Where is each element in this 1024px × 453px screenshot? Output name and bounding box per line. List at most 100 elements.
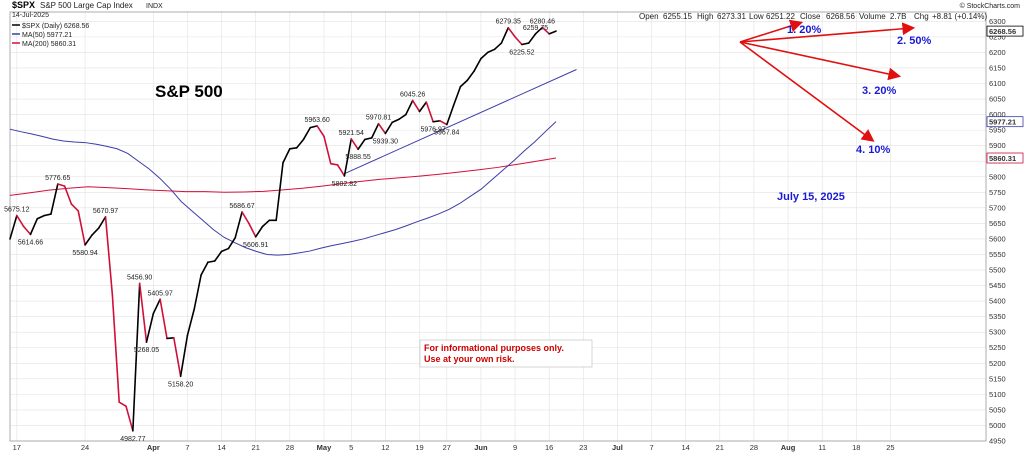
chart-title: S&P 500: [155, 82, 223, 101]
price-segment: [459, 79, 469, 88]
disclaimer-line-2: Use at your own risk.: [424, 354, 515, 364]
x-tick-label: 19: [415, 443, 423, 452]
disclaimer-background: [419, 339, 593, 368]
y-tick-label: 6200: [989, 48, 1006, 57]
chart-data-labels: 5675.12 5614.66 5776.65 5580.94 5670.97 4982.…: [4, 18, 555, 442]
legend-label-price: $SPX (Daily) 6268.56: [22, 23, 89, 30]
price-segment: [70, 203, 80, 212]
price-segment: [486, 48, 496, 54]
price-segment: [541, 26, 550, 35]
exchange-text: INDX: [146, 3, 163, 10]
target-label-1: 1. 20%: [787, 24, 821, 36]
data-label: 5456.90: [127, 274, 152, 281]
price-segment: [97, 216, 107, 229]
price-segment: [282, 147, 291, 164]
x-tick-label: 7: [649, 443, 653, 452]
price-segment: [248, 222, 257, 238]
x-tick-label: 16: [545, 443, 553, 452]
y-tick-label: 5000: [989, 421, 1006, 430]
price-segment: [111, 294, 121, 403]
date-note: July 15, 2025: [777, 191, 845, 203]
price-segment: [207, 260, 216, 264]
y-value-tag-box: [986, 116, 1024, 128]
price-segment: [227, 236, 237, 250]
y-tick-label: 5800: [989, 172, 1006, 181]
y-tick-label: 5400: [989, 297, 1006, 306]
y-tick-label: 6300: [989, 17, 1006, 26]
price-segment: [534, 26, 544, 35]
price-segment: [370, 122, 380, 139]
legend-label-ma200: MA(200) 5860.31: [22, 41, 76, 48]
y-axis: 4950 5000 5050 5100 5150 5200 5250 5300 5350 5400…: [986, 17, 1024, 446]
ma200-line: [9, 157, 557, 196]
price-segment: [63, 185, 73, 205]
price-segment: [329, 162, 339, 166]
price-segment: [36, 214, 45, 220]
x-tick-label: 21: [252, 443, 260, 452]
target-label-3: 3. 20%: [862, 85, 896, 97]
x-tick-label: 28: [750, 443, 758, 452]
price-segment: [350, 138, 359, 151]
price-segment: [200, 261, 209, 276]
price-segment: [22, 225, 32, 236]
price-segment: [336, 164, 346, 177]
ma50-line: [9, 121, 557, 256]
data-label: 5268.05: [134, 347, 159, 354]
price-segment: [91, 227, 100, 237]
price-segment: [507, 26, 516, 38]
chg-value: +8.81 (+0.14%): [932, 12, 987, 21]
data-label: 6225.52: [509, 49, 534, 56]
x-tick-label: Apr: [147, 443, 160, 452]
data-label: 5158.20: [168, 381, 193, 388]
price-segment: [432, 120, 441, 123]
price-segment: [29, 217, 39, 236]
x-tick-label: 25: [886, 443, 894, 452]
data-label: 5405.97: [147, 290, 172, 297]
legend-label-ma50: MA(50) 5977.21: [22, 32, 72, 39]
data-label: 5921.54: [339, 130, 364, 137]
open-label: Open: [639, 12, 659, 21]
price-segment: [234, 211, 243, 239]
watermark-text: © StockCharts.com: [960, 2, 1021, 10]
price-segment: [418, 101, 428, 113]
x-tick-label: Jul: [612, 443, 623, 452]
disclaimer-line-1: For informational purposes only.: [424, 343, 564, 353]
price-segment: [125, 405, 134, 432]
x-tick-label: Aug: [781, 443, 796, 452]
price-segment: [254, 225, 264, 238]
y-tick-label: 4950: [989, 437, 1006, 446]
y-tick-label: 5500: [989, 266, 1006, 275]
price-segment: [295, 138, 305, 149]
x-tick-label: 17: [13, 443, 21, 452]
y-tick-label: 5950: [989, 126, 1006, 135]
data-label: 5802.82: [332, 181, 357, 188]
y-tick-label: 5050: [989, 405, 1006, 414]
price-segment: [521, 42, 530, 46]
data-label: 5580.94: [72, 250, 97, 257]
arrow-target-2: [739, 22, 916, 43]
x-tick-label: 7: [185, 443, 189, 452]
y-tick-label: 5150: [989, 374, 1006, 383]
price-segment: [50, 183, 59, 215]
y-value-tag-label: 5860.31: [989, 154, 1016, 163]
x-tick-label: 5: [349, 443, 353, 452]
data-label: 5670.97: [93, 208, 118, 215]
price-segment: [43, 213, 52, 217]
price-segment: [480, 51, 489, 60]
x-tick-label: 27: [443, 443, 451, 452]
x-tick-label: May: [317, 443, 332, 452]
legend: $SPX (Daily) 6268.56 MA(50) 5977.21 MA(2…: [12, 23, 89, 48]
y-tick-label: 5900: [989, 141, 1006, 150]
low-label: Low: [749, 12, 764, 21]
price-segment: [398, 113, 407, 121]
y-value-tag-box: [986, 152, 1024, 164]
data-label: 6279.35: [496, 19, 521, 26]
price-segment: [452, 85, 462, 107]
y-value-tag-label: 5977.21: [989, 118, 1016, 127]
disclaimer-box: For informational purposes only. Use at …: [419, 339, 593, 368]
high-value: 6273.31: [717, 12, 746, 21]
price-segment: [145, 312, 155, 343]
price-segment: [343, 138, 353, 177]
trendline: [344, 69, 577, 175]
